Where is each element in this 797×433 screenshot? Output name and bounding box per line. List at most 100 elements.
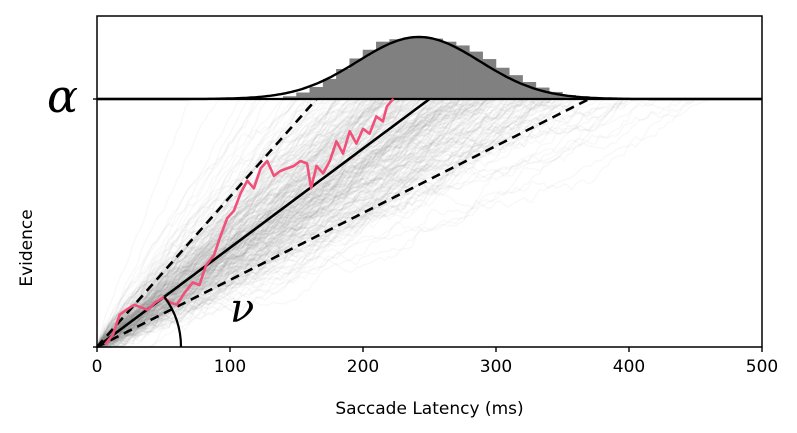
simulated-trial-line: [96, 98, 361, 348]
simulated-trial-line: [96, 98, 417, 348]
simulated-trial-line: [96, 98, 712, 348]
simulated-trial-line: [97, 98, 385, 348]
simulated-trial-line: [96, 98, 377, 348]
simulated-trial-line: [96, 98, 549, 348]
simulated-trial-line: [96, 98, 329, 348]
plot-frame: [96, 15, 763, 348]
simulated-trial-line: [96, 98, 409, 348]
simulated-trial-line: [96, 98, 553, 348]
simulated-trial-line: [96, 98, 473, 348]
simulated-trial-line: [96, 98, 561, 348]
simulated-trial-line: [96, 98, 457, 348]
simulated-trial-line: [96, 98, 429, 348]
simulated-trial-line: [97, 98, 552, 348]
simulated-trial-line: [96, 98, 465, 348]
simulated-trial-line: [96, 98, 397, 348]
simulated-trial-line: [96, 98, 417, 348]
simulated-trial-line: [96, 98, 565, 348]
simulated-trial-line: [96, 98, 401, 348]
simulated-trial-line: [96, 98, 397, 348]
simulated-trial-line: [97, 98, 481, 348]
simulated-trial-line: [96, 98, 270, 348]
simulated-trial-line: [96, 98, 449, 348]
simulated-trial-line: [96, 98, 481, 348]
simulated-trial-line: [96, 98, 525, 348]
simulated-trial-line: [96, 98, 437, 348]
simulated-trial-line: [96, 98, 497, 348]
simulated-trial-line: [96, 98, 222, 348]
simulated-trial-line: [96, 98, 258, 348]
simulated-trial-line: [96, 98, 441, 348]
simulated-trial-line: [96, 98, 445, 348]
simulated-trial-line: [97, 98, 625, 348]
simulated-trial-line: [96, 98, 576, 348]
simulated-trial-line: [96, 98, 461, 348]
simulated-trial-line: [96, 98, 393, 348]
simulated-trial-line: [96, 98, 501, 348]
simulated-trial-line: [96, 98, 333, 348]
simulated-trial-line: [96, 98, 453, 348]
simulated-trial-line: [96, 98, 457, 348]
simulated-trial-line: [96, 98, 481, 348]
x-tick-label: 200: [347, 357, 379, 377]
simulated-trial-line: [96, 98, 445, 348]
simulated-trial-line: [96, 98, 341, 348]
simulated-trial-line: [96, 98, 385, 348]
simulated-trial-line: [96, 98, 437, 348]
simulated-trial-line: [96, 98, 405, 348]
simulated-trial-line: [96, 98, 469, 348]
simulated-trial-line: [96, 98, 409, 348]
simulated-trial-line: [96, 98, 377, 348]
simulated-trial-line: [96, 98, 286, 348]
simulated-trial-line: [96, 98, 242, 348]
simulated-trial-line: [97, 98, 513, 348]
histogram-bar: [322, 78, 337, 100]
simulated-trial-line: [96, 98, 441, 348]
simulated-trial-line: [96, 98, 489, 348]
simulated-trial-line: [96, 98, 560, 348]
histogram-bar: [442, 41, 457, 100]
simulated-trial-line: [96, 98, 461, 348]
simulated-trial-line: [96, 98, 425, 348]
simulated-trial-line: [96, 98, 361, 348]
simulated-trial-line: [96, 98, 457, 348]
simulated-trial-line: [96, 98, 469, 348]
simulated-trials: [96, 98, 712, 348]
simulated-trial-line: [96, 98, 493, 348]
simulated-trial-line: [96, 98, 461, 348]
simulated-trial-line: [97, 98, 517, 348]
simulated-trial-line: [96, 98, 349, 348]
simulated-trial-line: [96, 98, 342, 348]
simulated-trial-line: [96, 98, 337, 348]
simulated-trial-line: [97, 98, 525, 348]
simulated-trial-line: [97, 98, 640, 348]
rate-lines: [96, 97, 590, 349]
simulated-trial-line: [96, 98, 381, 348]
simulated-trial-line: [96, 98, 301, 348]
simulated-trial-line: [96, 98, 417, 348]
simulated-trial-line: [96, 98, 393, 348]
simulated-trial-line: [96, 98, 525, 348]
simulated-trial-line: [96, 98, 445, 348]
simulated-trial-line: [96, 98, 361, 348]
simulated-trial-line: [96, 98, 576, 348]
fast-rate-bound-line: [96, 98, 318, 348]
simulated-trial-line: [96, 98, 469, 348]
simulated-trial-line: [96, 98, 560, 348]
simulated-trial-line: [96, 98, 401, 348]
simulated-trial-line: [96, 98, 397, 348]
simulated-trial-line: [97, 98, 624, 348]
simulated-trial-line: [96, 98, 262, 348]
simulated-trial-line: [96, 98, 341, 348]
simulated-trial-line: [96, 98, 497, 348]
latency-histogram: [282, 36, 656, 100]
simulated-trial-line: [96, 98, 338, 348]
simulated-trial-line: [96, 98, 413, 348]
simulated-trial-line: [96, 98, 309, 348]
simulated-trial-line: [96, 98, 625, 348]
simulated-trial-line: [97, 98, 294, 348]
x-tick-label: 0: [92, 357, 103, 377]
simulated-trial-line: [96, 98, 365, 348]
simulated-trial-line: [96, 98, 377, 348]
x-tick-label: 300: [480, 357, 512, 377]
